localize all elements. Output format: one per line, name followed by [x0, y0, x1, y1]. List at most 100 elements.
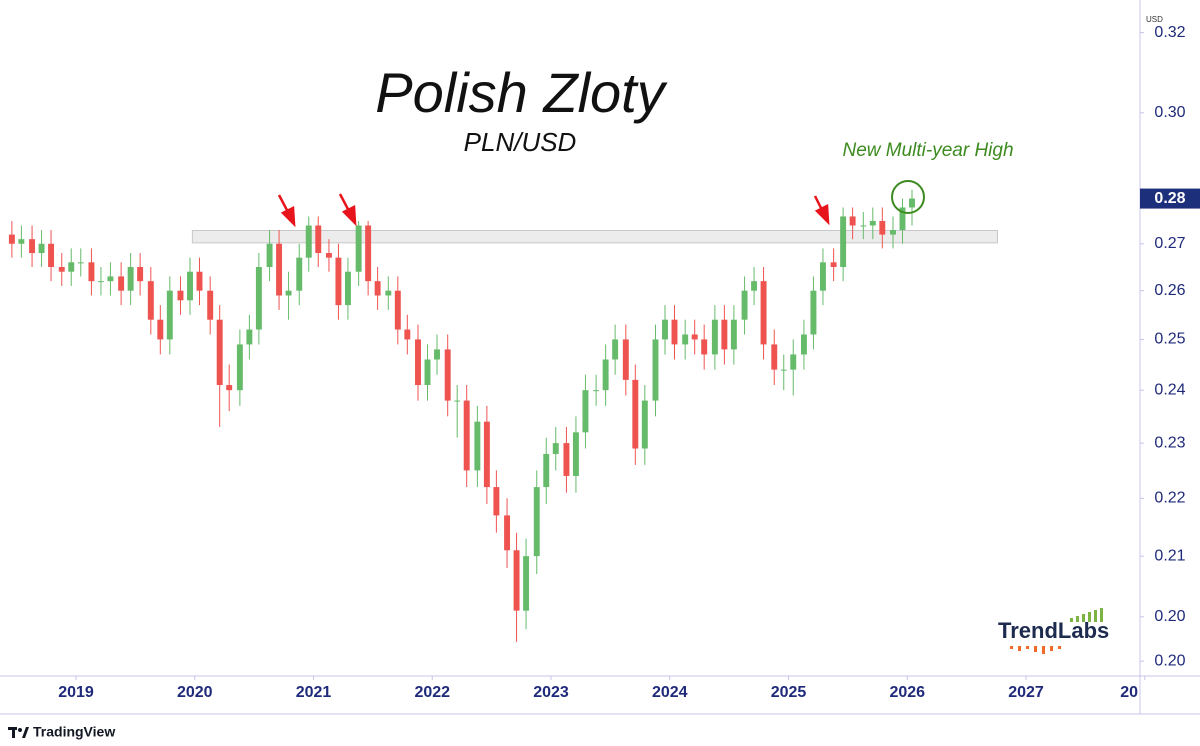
- logo-bar: [1070, 618, 1073, 622]
- tv-logo-part: [18, 728, 22, 732]
- x-tick-label: 2023: [533, 684, 569, 701]
- candle-body: [741, 290, 748, 320]
- arrow-head: [341, 205, 357, 227]
- candle-body: [216, 319, 223, 386]
- candle-body: [582, 390, 589, 433]
- candle-body: [246, 329, 253, 345]
- candle-body: [48, 243, 55, 268]
- candle-body: [88, 262, 95, 282]
- candle-body: [622, 339, 629, 380]
- highlight-circle: [891, 180, 925, 214]
- last-price-tag: [1140, 188, 1200, 209]
- candle-body: [385, 290, 392, 296]
- arrow-head: [814, 204, 830, 226]
- candle-body: [899, 207, 906, 231]
- candle-body: [226, 385, 233, 391]
- candle-body: [58, 267, 65, 272]
- arrow-head: [280, 206, 296, 228]
- candle-body: [415, 339, 421, 386]
- candle-body: [671, 319, 678, 345]
- candle-body: [632, 379, 639, 449]
- candle-body: [879, 220, 886, 235]
- candle-body: [751, 281, 758, 291]
- candle-body: [819, 262, 826, 291]
- resistance-zone: [191, 229, 998, 244]
- y-axis-unit: USD: [1146, 15, 1163, 24]
- logo-bar: [1082, 614, 1085, 622]
- x-tick-label: 2022: [414, 684, 450, 701]
- tv-logo-part: [12, 727, 15, 738]
- y-tick-label: 0.24: [1154, 381, 1185, 398]
- candle-body: [790, 354, 797, 370]
- candle-body: [147, 281, 154, 320]
- x-tick-label: 20: [1120, 684, 1138, 701]
- candle-body: [118, 276, 125, 291]
- candle-body: [780, 369, 787, 371]
- candle-body: [315, 225, 322, 254]
- candle-body: [572, 432, 579, 476]
- candle-body: [533, 487, 540, 557]
- x-tick-label: 2019: [58, 684, 94, 701]
- candle-body: [523, 556, 530, 611]
- y-tick-label: 0.30: [1154, 104, 1185, 121]
- footer-logo: TradingView: [8, 724, 115, 740]
- candle-body: [355, 225, 362, 272]
- candle-body: [187, 271, 193, 301]
- watermark-logo: TrendLabs: [998, 608, 1109, 654]
- x-tick-label: 2025: [771, 684, 807, 701]
- candle-body: [157, 319, 164, 340]
- logo-bar: [1100, 608, 1103, 622]
- logo-bar: [1076, 616, 1079, 622]
- candle-body: [255, 267, 262, 330]
- candle-body: [593, 390, 600, 392]
- candle-body: [691, 334, 698, 340]
- candle-body: [662, 319, 668, 340]
- y-tick-label: 0.20: [1154, 652, 1185, 669]
- candle-body: [652, 339, 659, 401]
- candle-body: [296, 257, 303, 291]
- y-tick-label: 0.26: [1154, 282, 1185, 299]
- candle-body: [730, 319, 737, 350]
- candle-body: [810, 290, 817, 335]
- candle-body: [18, 239, 25, 244]
- last-price-label: 0.28: [1154, 190, 1185, 207]
- x-tick-label: 2020: [177, 684, 213, 701]
- x-tick-label: 2024: [652, 684, 688, 701]
- candle-body: [849, 216, 856, 226]
- plot-area: [8, 189, 998, 642]
- candle-body: [869, 220, 876, 226]
- candle-body: [860, 225, 867, 227]
- candle-body: [682, 334, 689, 345]
- candle-body: [771, 344, 778, 370]
- candle-body: [641, 400, 648, 449]
- arrows: [277, 193, 830, 228]
- candle-body: [909, 198, 915, 208]
- footer-text: TradingView: [33, 724, 115, 740]
- candle-body: [177, 290, 184, 301]
- candle-body: [463, 400, 470, 471]
- candle-body: [404, 329, 411, 340]
- candle-body: [285, 290, 292, 296]
- candle-body: [612, 339, 619, 360]
- candle-body: [107, 276, 114, 282]
- candle-body: [454, 400, 461, 402]
- candle-body: [493, 487, 500, 516]
- candle-body: [444, 349, 451, 401]
- logo-bar: [1094, 610, 1097, 622]
- candle-body: [394, 290, 401, 330]
- y-tick-label: 0.25: [1154, 331, 1185, 348]
- candle-body: [166, 290, 173, 340]
- y-tick-label: 0.22: [1154, 490, 1185, 507]
- candle-body: [38, 243, 45, 254]
- candle-body: [800, 334, 807, 355]
- candle-body: [890, 230, 896, 235]
- y-tick-label: 0.27: [1154, 235, 1185, 252]
- annotation: New Multi-year High: [842, 140, 1013, 161]
- candle-body: [483, 421, 490, 488]
- candle-body: [602, 359, 609, 391]
- candle-body: [552, 443, 559, 454]
- y-tick-label: 0.23: [1154, 434, 1185, 451]
- x-tick-label: 2027: [1008, 684, 1044, 701]
